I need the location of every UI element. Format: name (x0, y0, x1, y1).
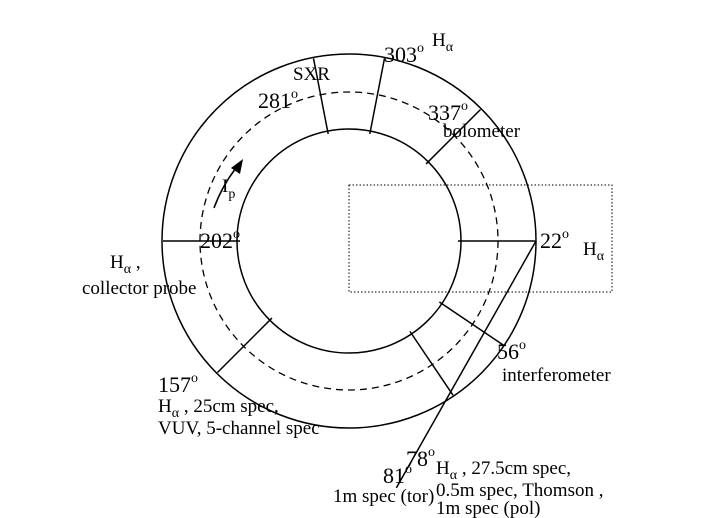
note: Hα , 27.5cm spec, (436, 458, 571, 483)
angle: 56o (497, 338, 526, 364)
angle: 303o (384, 41, 424, 67)
port-line (395, 240, 537, 489)
note: 1m spec (tor) (333, 486, 434, 507)
note: VUV, 5-channel spec (158, 418, 320, 439)
port-line (425, 108, 482, 165)
port-line (369, 58, 386, 135)
ip-label: Ip (222, 176, 235, 202)
note: Hα , 25cm spec, (158, 396, 279, 421)
note: Hα (583, 239, 605, 264)
port-lines (163, 58, 537, 489)
note: 0.5m spec, Thomson , (436, 480, 603, 501)
angle: 281o (258, 87, 298, 113)
port-line (216, 317, 273, 374)
note: interferometer (502, 365, 611, 386)
note: Hα , (110, 252, 141, 277)
port-line (409, 330, 454, 396)
angle: 337o (428, 99, 468, 125)
note: Hα (432, 30, 454, 55)
note: bolometer (443, 121, 521, 142)
port-line (312, 58, 329, 135)
angle: 157o (158, 371, 198, 397)
note: SXR (293, 64, 330, 85)
arrow-head (231, 159, 243, 174)
angle: 78o (406, 445, 435, 471)
angle: 22o (540, 227, 569, 253)
dotted-box (348, 184, 613, 293)
note: collector probe (82, 278, 196, 299)
angle: 202o (200, 227, 240, 253)
angle: 81o (383, 462, 412, 488)
note: 1m spec (pol) (436, 498, 540, 518)
port-line (438, 301, 504, 346)
